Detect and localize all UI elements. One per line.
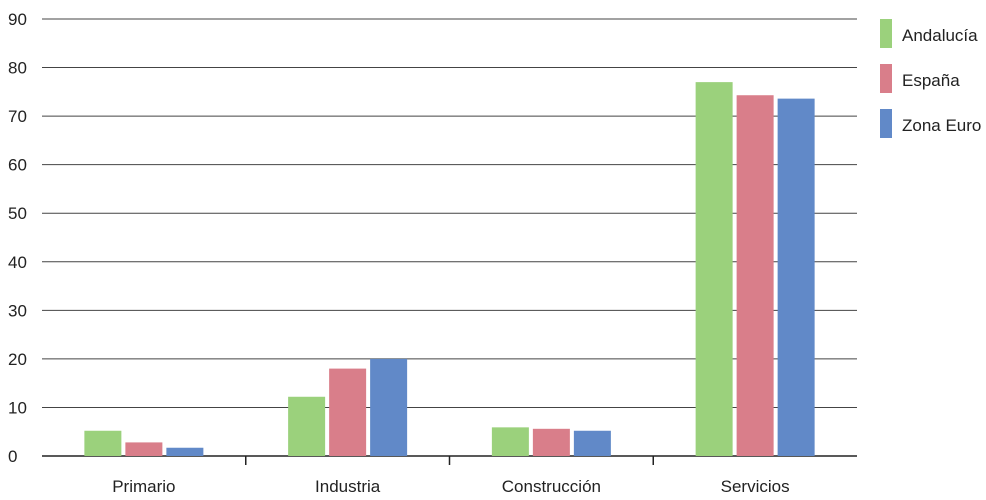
bar-zona-euro-primario <box>166 447 204 456</box>
y-tick-label-20: 20 <box>8 350 27 369</box>
bar-zona-euro-servicios <box>777 98 815 457</box>
bar-españa-construcción <box>532 428 570 456</box>
bar-andalucía-construcción <box>491 427 529 456</box>
bar-andalucía-servicios <box>695 82 733 456</box>
y-tick-label-10: 10 <box>8 398 27 417</box>
legend-swatch-andalucia <box>880 19 892 48</box>
y-tick-label-80: 80 <box>8 59 27 78</box>
legend-item-espana: España <box>880 63 984 93</box>
bar-españa-industria <box>329 368 367 456</box>
y-tick-label-90: 90 <box>8 10 27 29</box>
y-tick-label-0: 0 <box>8 447 17 466</box>
y-tick-label-30: 30 <box>8 301 27 320</box>
legend-item-zona-euro: Zona Euro <box>880 108 984 138</box>
x-tick-label-industria: Industria <box>315 477 381 495</box>
legend-swatch-zona-euro <box>880 109 892 138</box>
legend-label-zona-euro: Zona Euro <box>902 116 982 135</box>
y-tick-label-40: 40 <box>8 253 27 272</box>
legend-label-espana: España <box>902 71 960 90</box>
bar-españa-primario <box>125 442 163 456</box>
x-tick-label-servicios: Servicios <box>721 477 790 495</box>
bar-andalucía-industria <box>288 396 326 456</box>
x-tick-label-construcción: Construcción <box>502 477 601 495</box>
bar-zona-euro-construcción <box>573 430 611 456</box>
chart-legend: Andalucía España Zona Euro <box>880 18 984 153</box>
legend-item-andalucia: Andalucía <box>880 18 984 48</box>
legend-swatch-espana <box>880 64 892 93</box>
y-tick-label-70: 70 <box>8 107 27 126</box>
bar-andalucía-primario <box>84 430 122 456</box>
bar-zona-euro-industria <box>370 358 408 456</box>
y-tick-label-50: 50 <box>8 204 27 223</box>
y-tick-label-60: 60 <box>8 156 27 175</box>
legend-label-andalucia: Andalucía <box>902 26 978 45</box>
x-tick-label-primario: Primario <box>112 477 175 495</box>
bar-españa-servicios <box>736 95 774 456</box>
